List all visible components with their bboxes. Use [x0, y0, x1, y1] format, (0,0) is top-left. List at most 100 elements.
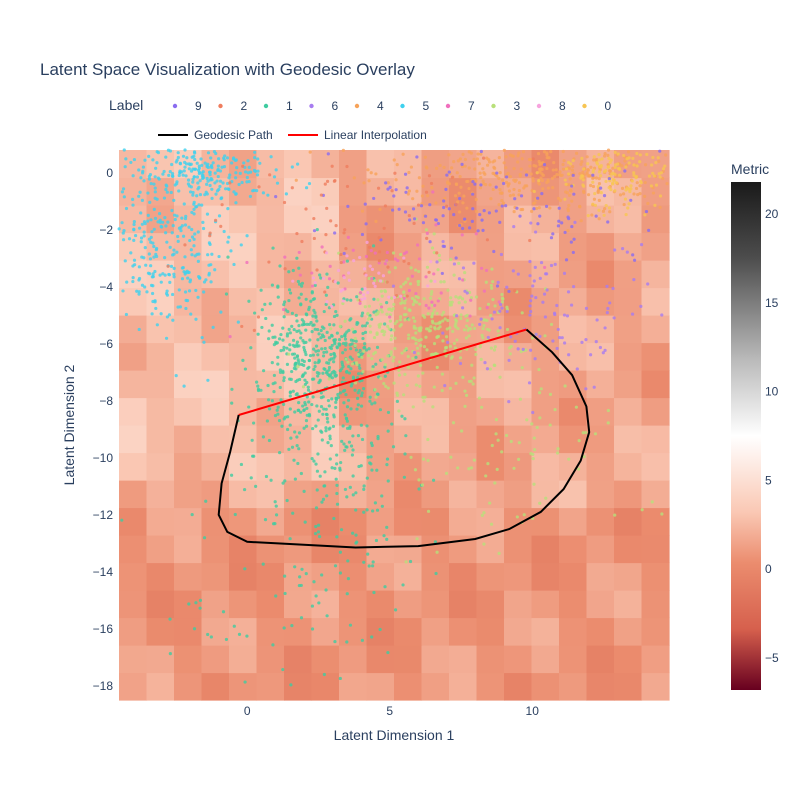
- point-5: [141, 165, 146, 169]
- point-4: [497, 156, 501, 160]
- legend-markers[interactable]: 9 2 1 6 4 5 7 3 8 0: [172, 99, 612, 113]
- point-1: [310, 627, 315, 631]
- heatmap-cell: [311, 232, 340, 261]
- point-4: [438, 163, 442, 168]
- point-1: [295, 435, 299, 439]
- legend-item-3[interactable]: 3: [491, 99, 521, 113]
- heatmap-cell: [586, 617, 615, 646]
- point-5: [156, 151, 161, 155]
- point-4: [570, 199, 574, 203]
- point-1: [320, 347, 324, 351]
- point-3: [491, 298, 495, 302]
- point-9: [557, 206, 561, 210]
- point-4: [498, 191, 503, 195]
- point-4: [367, 179, 371, 183]
- point-5: [200, 336, 204, 340]
- point-6: [507, 358, 511, 362]
- point-3: [577, 439, 581, 443]
- point-0: [643, 213, 647, 217]
- point-1: [261, 562, 265, 566]
- point-5: [132, 157, 137, 162]
- point-3: [457, 301, 461, 305]
- heatmap-cell: [641, 315, 670, 344]
- point-1: [365, 508, 369, 512]
- point-3: [463, 300, 467, 304]
- point-7: [461, 278, 465, 282]
- point-8: [392, 295, 396, 300]
- point-1: [305, 406, 309, 411]
- point-7: [370, 276, 374, 281]
- point-4: [590, 213, 594, 217]
- point-3: [414, 338, 418, 342]
- point-3: [477, 396, 482, 400]
- point-3: [449, 257, 453, 262]
- colorbar-tick-label: −5: [765, 651, 779, 665]
- point-1: [295, 340, 300, 344]
- point-6: [435, 260, 439, 264]
- point-4: [485, 156, 489, 160]
- legend-item-1[interactable]: 1: [263, 99, 293, 113]
- point-3: [435, 311, 439, 315]
- point-1: [343, 337, 348, 341]
- point-1: [304, 424, 309, 428]
- heatmap-cell: [421, 425, 450, 454]
- point-1: [288, 331, 292, 335]
- point-5: [161, 272, 165, 276]
- point-4: [406, 192, 410, 196]
- point-2: [339, 252, 343, 257]
- point-9: [607, 176, 611, 181]
- point-5: [204, 190, 208, 194]
- point-9: [504, 175, 509, 179]
- point-4: [512, 209, 516, 214]
- point-9: [458, 196, 462, 201]
- point-3: [392, 381, 396, 385]
- point-0: [654, 183, 659, 187]
- point-3: [494, 418, 499, 422]
- point-4: [426, 194, 430, 198]
- point-1: [316, 523, 321, 527]
- point-5: [147, 177, 152, 181]
- point-7: [480, 266, 484, 270]
- heatmap-cell: [476, 590, 505, 619]
- point-3: [398, 360, 402, 364]
- legend-item-8[interactable]: 8: [536, 99, 566, 113]
- point-5: [161, 172, 165, 176]
- point-4: [360, 209, 365, 213]
- heatmap-cell: [311, 150, 340, 179]
- point-1: [375, 508, 380, 512]
- point-1: [323, 470, 327, 474]
- point-1: [324, 302, 328, 306]
- point-1: [328, 345, 332, 350]
- legend-line-item[interactable]: Geodesic Path: [158, 128, 273, 142]
- point-5: [177, 226, 182, 230]
- point-3: [443, 346, 448, 350]
- legend-item-9[interactable]: 9: [172, 99, 202, 113]
- legend-item-7[interactable]: 7: [445, 99, 475, 113]
- point-1: [276, 405, 280, 409]
- legend-item-5[interactable]: 5: [400, 99, 430, 113]
- line-legend[interactable]: Geodesic Path Linear Interpolation: [158, 128, 427, 142]
- point-6: [555, 346, 559, 351]
- heatmap-cell: [174, 617, 203, 646]
- legend-item-4[interactable]: 4: [354, 99, 384, 113]
- point-1: [320, 438, 324, 442]
- point-6: [646, 282, 650, 286]
- legend-line-item[interactable]: Linear Interpolation: [288, 128, 427, 142]
- point-1: [312, 323, 316, 327]
- point-5: [144, 263, 148, 267]
- point-6: [598, 345, 603, 350]
- point-9: [647, 228, 651, 232]
- point-2: [344, 247, 348, 251]
- point-4: [478, 171, 482, 175]
- point-8: [341, 299, 345, 303]
- point-3: [501, 297, 505, 301]
- point-1: [351, 434, 355, 438]
- heatmap-cell: [586, 425, 615, 454]
- heatmap-cell: [449, 452, 478, 481]
- point-8: [366, 290, 370, 295]
- legend-item-2[interactable]: 2: [218, 99, 248, 113]
- legend-item-0[interactable]: 0: [582, 99, 612, 113]
- point-1: [345, 330, 349, 334]
- legend-item-6[interactable]: 6: [309, 99, 339, 113]
- point-5: [172, 272, 176, 276]
